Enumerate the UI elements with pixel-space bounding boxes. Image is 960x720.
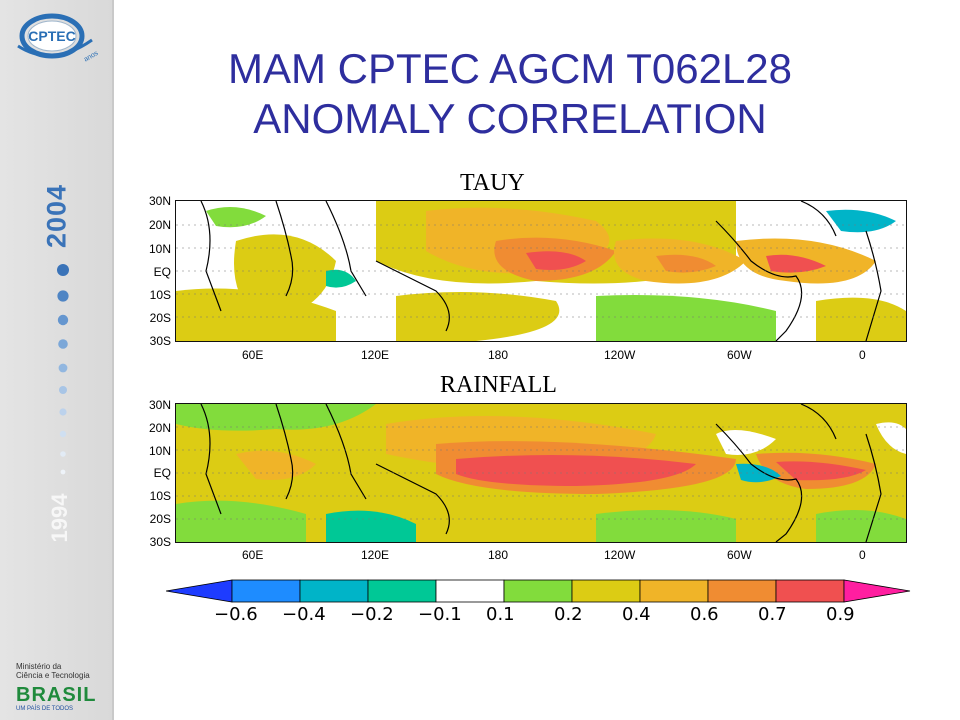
tauy-map bbox=[175, 200, 907, 342]
lon-label: 180 bbox=[488, 548, 509, 562]
lat-label: 20N bbox=[148, 218, 171, 232]
colorbar-swatch bbox=[707, 579, 777, 603]
year-end-label: 2004 bbox=[41, 183, 72, 249]
lat-label: 10N bbox=[148, 444, 171, 458]
lon-label: 120E bbox=[361, 548, 390, 562]
colorbar-tick-label: 0.9 bbox=[826, 604, 855, 625]
lat-label: 30N bbox=[148, 194, 171, 208]
colorbar-tick-label: 0.6 bbox=[690, 604, 719, 625]
rainfall-contour-field bbox=[176, 404, 906, 542]
svg-text:BRASIL: BRASIL bbox=[16, 684, 96, 706]
lon-label: 60E bbox=[242, 548, 264, 562]
colorbar-tick-label: 0.2 bbox=[554, 604, 583, 625]
svg-text:CPTEC: CPTEC bbox=[28, 28, 75, 44]
colorbar-arrow-right bbox=[843, 579, 911, 603]
cptec-logo: CPTEC anos bbox=[17, 13, 100, 64]
title-line-1: MAM CPTEC AGCM T062L28 bbox=[227, 45, 793, 92]
lat-label: 30S bbox=[149, 334, 171, 348]
lon-label: 180 bbox=[488, 348, 509, 362]
colorbar-tick-label: 0.7 bbox=[758, 604, 787, 625]
sidebar-band: CPTEC anos 2004 1994 Ministério da Ciênc… bbox=[0, 0, 114, 720]
lat-label: 30S bbox=[149, 535, 171, 549]
lon-label: 0 bbox=[859, 548, 866, 562]
lat-label: 20N bbox=[148, 421, 171, 435]
panel-label-tauy: TAUY bbox=[460, 170, 525, 196]
colorbar-swatch bbox=[775, 579, 845, 603]
brasil-logo: BRASIL UM PAÍS DE TODOS bbox=[16, 684, 96, 712]
colorbar-swatch bbox=[571, 579, 641, 603]
svg-text:UM PAÍS DE TODOS: UM PAÍS DE TODOS bbox=[16, 705, 73, 712]
lon-label: 120W bbox=[604, 548, 636, 562]
lon-label: 60W bbox=[727, 348, 752, 362]
lat-label: 30N bbox=[148, 398, 171, 412]
colorbar-swatch bbox=[231, 579, 301, 603]
title-line-2: ANOMALY CORRELATION bbox=[253, 95, 767, 142]
colorbar-tick-label: −0.6 bbox=[214, 604, 258, 625]
colorbar-swatch bbox=[639, 579, 709, 603]
year-start-label: 1994 bbox=[47, 493, 72, 543]
colorbar-swatch bbox=[367, 579, 437, 603]
svg-text:anos: anos bbox=[83, 50, 100, 64]
lat-label: EQ bbox=[153, 466, 171, 480]
lat-label: 20S bbox=[149, 311, 171, 325]
lon-label: 60E bbox=[242, 348, 264, 362]
lat-label: 10S bbox=[149, 489, 171, 503]
colorbar-swatch bbox=[435, 579, 505, 603]
colorbar-tick-label: 0.1 bbox=[486, 604, 515, 625]
colorbar-swatch bbox=[299, 579, 369, 603]
lon-label: 120E bbox=[361, 348, 390, 362]
timeline-dots bbox=[57, 264, 69, 475]
colorbar-tick-label: −0.1 bbox=[418, 604, 462, 625]
lon-label: 120W bbox=[604, 348, 636, 362]
lat-label: EQ bbox=[153, 265, 171, 279]
lat-label: 10S bbox=[149, 288, 171, 302]
lat-label: 20S bbox=[149, 512, 171, 526]
lat-label: 10N bbox=[148, 242, 171, 256]
tauy-contour-field bbox=[176, 201, 906, 341]
colorbar-tick-label: 0.4 bbox=[622, 604, 651, 625]
colorbar-tick-label: −0.4 bbox=[282, 604, 326, 625]
lon-label: 60W bbox=[727, 548, 752, 562]
rainfall-map bbox=[175, 403, 907, 543]
page-title: MAM CPTEC AGCM T062L28 ANOMALY CORRELATI… bbox=[140, 44, 880, 144]
colorbar-tick-label: −0.2 bbox=[350, 604, 394, 625]
ministry-label: Ministério da Ciência e Tecnologia bbox=[16, 662, 90, 680]
colorbar-arrow-left bbox=[166, 579, 233, 603]
lon-label: 0 bbox=[859, 348, 866, 362]
panel-label-rainfall: RAINFALL bbox=[440, 372, 557, 398]
colorbar bbox=[166, 579, 911, 603]
colorbar-swatch bbox=[503, 579, 573, 603]
